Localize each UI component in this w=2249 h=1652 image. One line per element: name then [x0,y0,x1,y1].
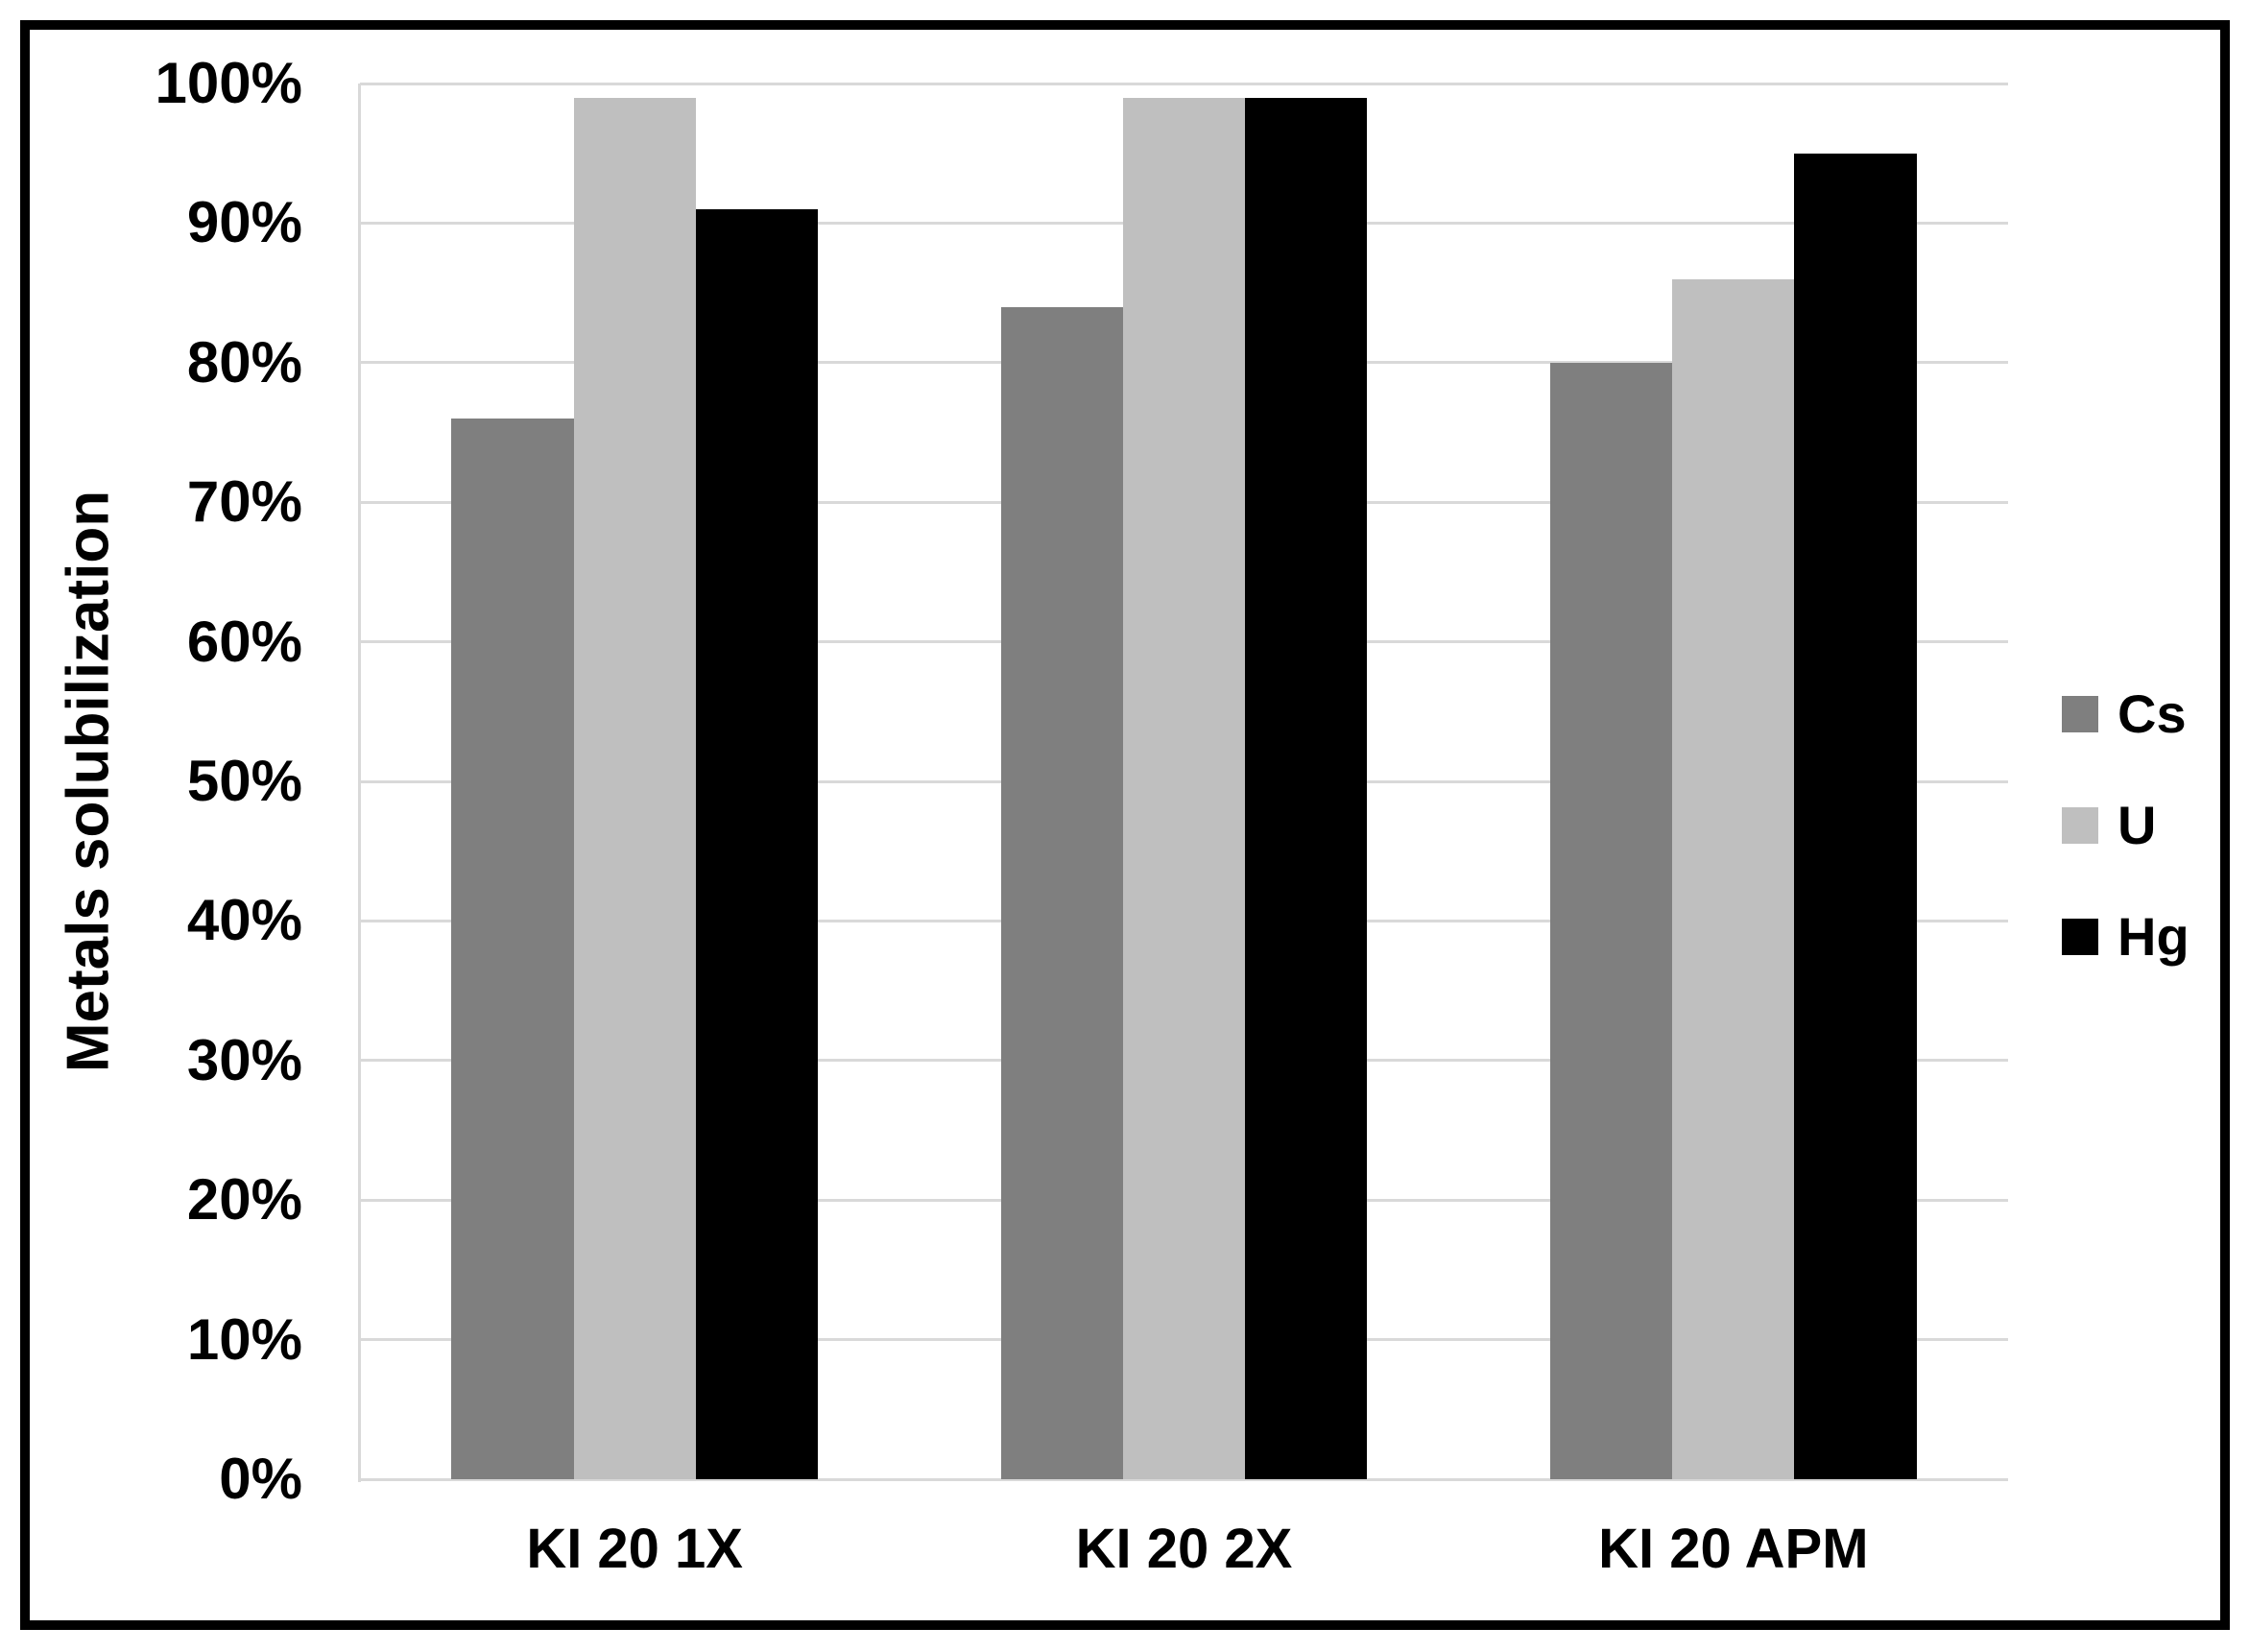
gridline-100% [360,82,2008,85]
y-tick-label: 0% [219,1447,302,1511]
y-tick-label: 80% [186,329,302,395]
legend-label-u: U [2117,795,2157,855]
legend-item-cs: Cs [2062,687,2189,741]
y-axis-title: Metals solubilization [55,490,122,1073]
legend-swatch-u-icon [2062,807,2098,844]
y-tick-label: 50% [186,749,302,813]
bar-u-ki-20-2x [1122,97,1246,1479]
x-category-label: KI 20 1X [526,1518,743,1580]
y-tick-label: 60% [186,609,302,674]
bar-u-ki-20-apm [1672,278,1795,1479]
gridline-0% [360,1477,2008,1481]
bar-u-ki-20-1x [573,97,696,1479]
bar-hg-ki-20-2x [1245,97,1368,1479]
y-tick-label: 20% [186,1167,302,1233]
legend-swatch-cs-icon [2062,696,2098,732]
y-tick-label: 10% [186,1306,302,1372]
legend-swatch-hg-icon [2062,919,2098,955]
bar-hg-ki-20-apm [1794,153,1917,1479]
y-tick-label: 90% [186,190,302,255]
bar-cs-ki-20-apm [1550,362,1673,1479]
bar-cs-ki-20-2x [1000,306,1123,1479]
y-tick-label: 70% [186,469,302,535]
y-tick-label: 30% [186,1027,302,1092]
legend-item-hg: Hg [2062,910,2189,964]
y-tick-label: 40% [186,888,302,953]
y-tick-label: 100% [155,51,302,115]
legend-label-cs: Cs [2117,683,2187,744]
bar-cs-ki-20-1x [451,418,574,1479]
x-category-label: KI 20 2X [1075,1518,1293,1580]
y-axis-line [358,84,361,1482]
plot-area [360,82,2008,1481]
legend-item-u: U [2062,799,2189,852]
bar-hg-ki-20-1x [695,208,818,1479]
legend-label-hg: Hg [2117,906,2189,967]
legend: Cs U Hg [2062,687,2189,964]
x-category-label: KI 20 APM [1598,1518,1869,1580]
